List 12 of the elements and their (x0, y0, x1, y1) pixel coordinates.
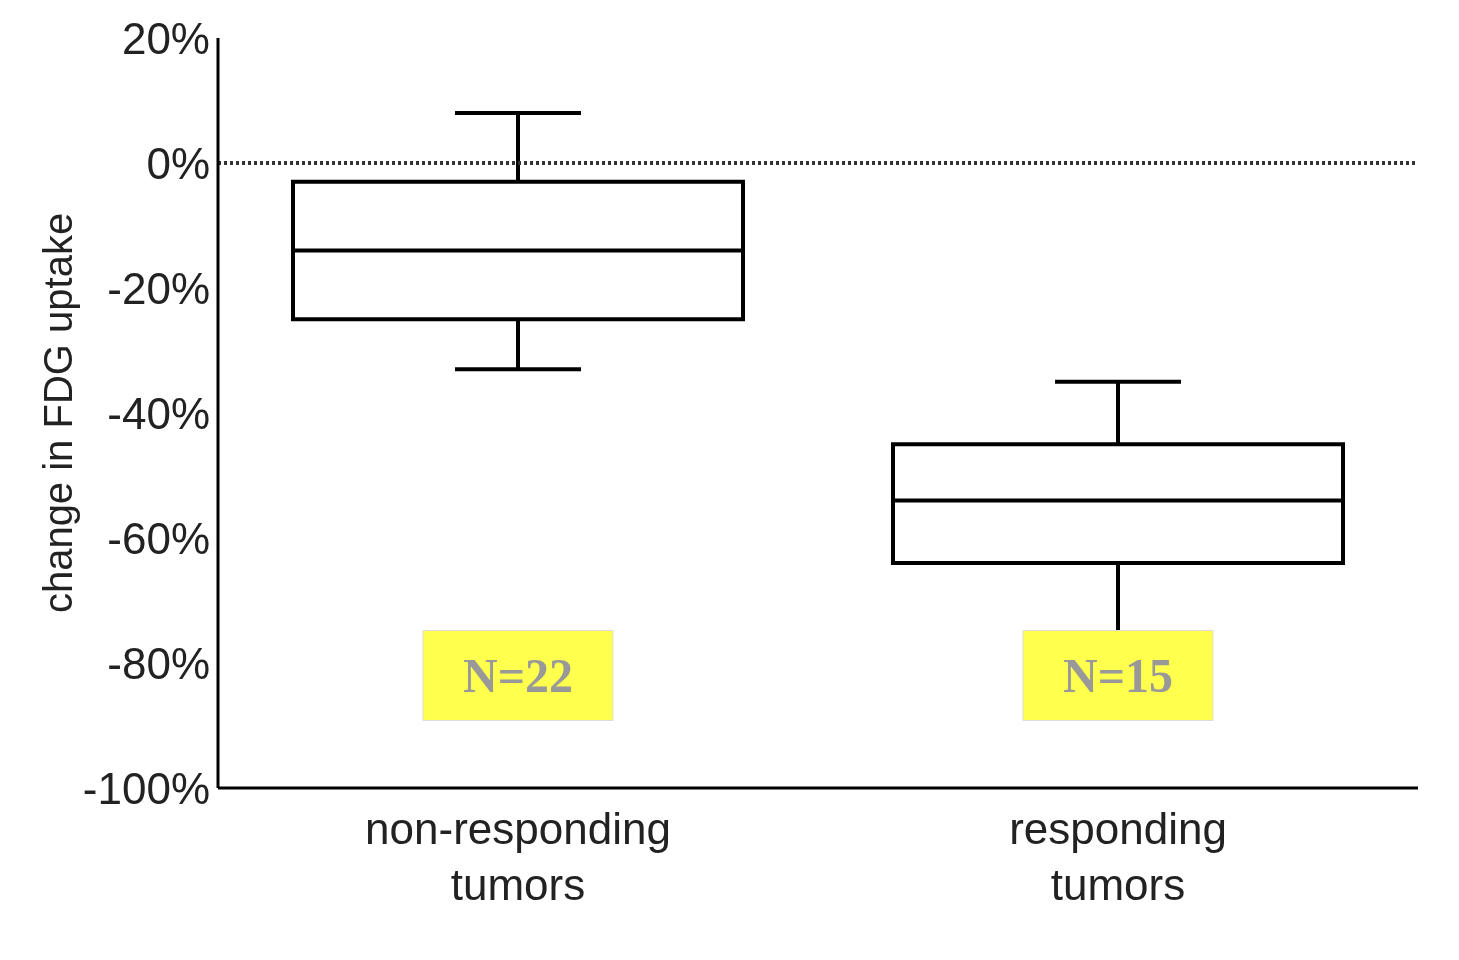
y-tick-label: -60% (107, 513, 210, 563)
y-tick-label: 0% (146, 138, 210, 188)
y-tick-label: -40% (107, 388, 210, 438)
y-tick-label: -20% (107, 263, 210, 313)
annotation: N=22 (462, 648, 574, 702)
x-tick-label: non-responding tumors (365, 804, 671, 909)
x-tick-label: responding tumors (1009, 804, 1227, 909)
y-tick-label: -80% (107, 638, 210, 688)
y-tick-label: -100% (82, 763, 210, 813)
annotation: N=15 (1062, 648, 1174, 702)
y-axis-title: change in FDG uptake (36, 212, 81, 614)
y-tick-label: 20% (121, 13, 210, 63)
